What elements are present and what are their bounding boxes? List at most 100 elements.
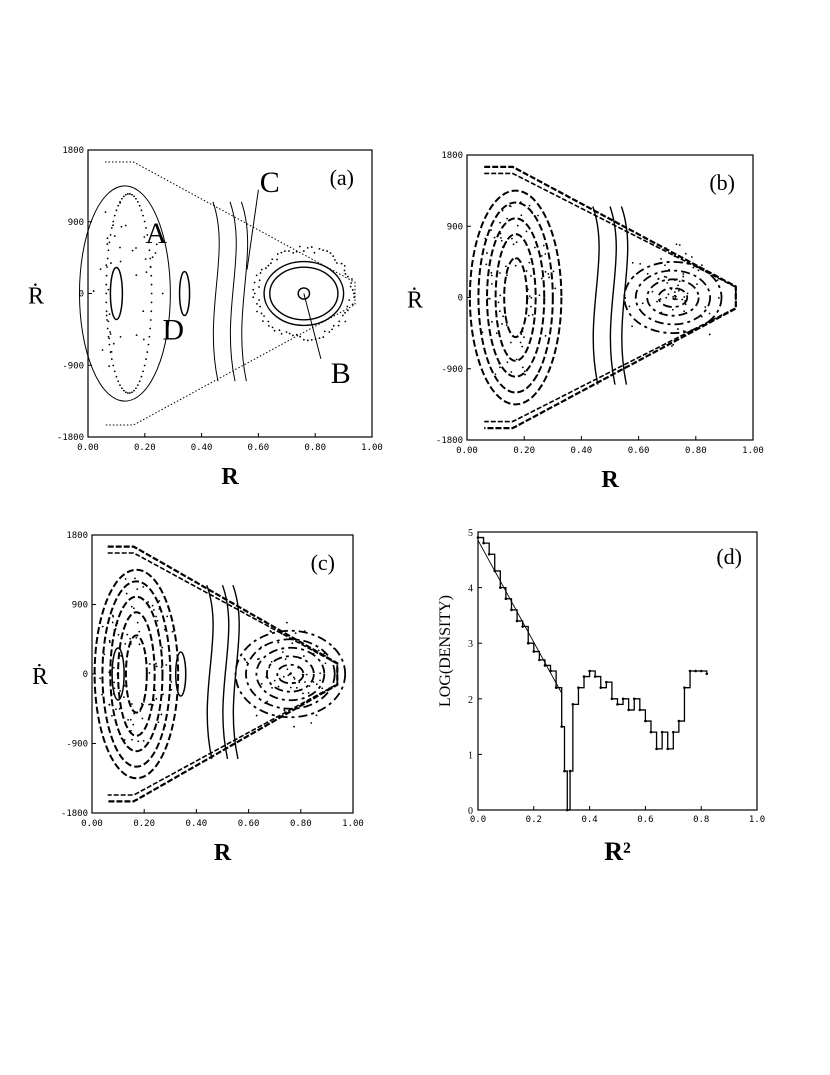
scatter-dot	[536, 374, 539, 376]
chaotic-dot	[258, 299, 260, 301]
orbit-dot	[145, 227, 147, 229]
scatter-dot	[135, 247, 137, 249]
orbit-dot	[136, 384, 139, 387]
island-curve	[234, 629, 347, 719]
scatter-dot	[514, 257, 517, 260]
orbit-dot	[143, 364, 146, 367]
scatter-dot	[544, 334, 547, 337]
y-tick-label: 1800	[62, 146, 84, 156]
scatter-dot	[109, 333, 112, 335]
orbit-dot	[105, 310, 108, 313]
chaotic-dot	[700, 315, 703, 318]
scatter-dot	[125, 592, 128, 595]
panel-a: 0.00 0.20 0.40 0.60 0.80 1.00 1800 900 0 -900 -180…	[28, 146, 383, 490]
scatter-dot	[515, 358, 518, 361]
scatter-dot	[123, 684, 126, 687]
chaotic-dot	[302, 338, 305, 341]
chaotic-dot	[351, 278, 353, 280]
chaotic-dot	[280, 632, 283, 635]
scatter-dot	[497, 301, 500, 304]
orbit-dot	[108, 241, 111, 244]
scatter-dot	[111, 621, 114, 624]
chaotic-dot	[292, 334, 294, 337]
scatter-dot	[123, 738, 126, 741]
chaotic-dot	[678, 280, 681, 283]
chaotic-dot	[678, 244, 681, 246]
chaotic-dot	[350, 282, 353, 284]
scatter-dot	[119, 260, 122, 263]
orbit-dot	[122, 195, 125, 198]
island-curve	[109, 266, 124, 321]
orbit-dot	[147, 343, 150, 346]
scatter-dot	[510, 371, 513, 373]
orbit-dot	[150, 292, 153, 295]
scatter-dot	[112, 692, 115, 695]
density-point	[605, 680, 608, 684]
x-tick-label: 1.0	[749, 815, 765, 825]
scatter-dot	[116, 622, 119, 625]
chaotic-dot	[321, 687, 324, 690]
fit-line	[477, 540, 563, 694]
chaotic-dot	[283, 250, 286, 252]
scatter-dot	[101, 625, 104, 628]
scatter-dot	[120, 225, 123, 228]
annotation-leader	[303, 293, 322, 359]
panel-b: 0.00 0.20 0.40 0.60 0.80 1.00 1800 900 0 -900 -180…	[407, 151, 764, 493]
chaotic-dot	[673, 291, 676, 293]
orbit-dot	[110, 358, 113, 360]
density-point	[565, 808, 569, 812]
scatter-dot	[130, 605, 133, 608]
chaotic-dot	[351, 289, 354, 291]
scatter-dot	[499, 272, 501, 274]
scatter-dot	[505, 240, 508, 243]
chaotic-dot	[631, 325, 633, 328]
chaotic-dot	[332, 255, 335, 257]
chaotic-dot	[667, 279, 670, 282]
scatter-dot	[518, 390, 521, 393]
orbit-dot	[142, 370, 144, 373]
island-curve	[297, 287, 311, 300]
scatter-dot	[143, 236, 146, 238]
y-axis-label: Ṙ	[407, 288, 423, 314]
scatter-dot	[110, 350, 113, 353]
scatter-dot	[101, 693, 103, 696]
orbit-dot	[138, 204, 141, 207]
chaotic-dot	[324, 662, 327, 665]
x-tick-label: 0.40	[191, 443, 213, 453]
chaotic-dot	[337, 324, 340, 327]
chaotic-dot	[281, 679, 283, 682]
density-point	[526, 641, 530, 645]
y-tick-label: -1800	[436, 436, 463, 446]
scatter-dot	[523, 370, 526, 373]
chaotic-dot	[676, 298, 678, 301]
chaotic-dot	[344, 273, 347, 275]
density-point	[499, 586, 502, 589]
scatter-dot	[506, 217, 509, 220]
scatter-dot	[552, 270, 555, 273]
scatter-dot	[108, 703, 111, 706]
scatter-dot	[520, 214, 523, 217]
chaotic-dot	[322, 336, 325, 338]
island-curve	[269, 266, 339, 321]
scatter-dot	[501, 384, 504, 387]
orbit-dot	[140, 375, 143, 378]
y-tick-label: -900	[62, 361, 84, 371]
orbit-dot	[135, 197, 137, 200]
scatter-dot	[113, 235, 116, 237]
orbit-dot	[113, 214, 116, 217]
y-tick-label: 0	[79, 290, 84, 300]
chaotic-dot	[310, 338, 313, 341]
orbit-dot	[150, 283, 153, 286]
chaotic-dot	[708, 333, 711, 336]
chaotic-dot	[686, 292, 689, 295]
scatter-dot	[142, 338, 145, 341]
chaotic-dot	[684, 299, 687, 302]
scatter-dot	[528, 204, 531, 207]
scatter-dot	[135, 636, 138, 639]
scatter-dot	[521, 366, 524, 369]
density-point	[638, 708, 642, 712]
chaotic-dot	[273, 679, 276, 682]
island-curve	[657, 287, 689, 308]
orbit-dot	[142, 214, 144, 217]
scatter-dot	[484, 237, 487, 240]
